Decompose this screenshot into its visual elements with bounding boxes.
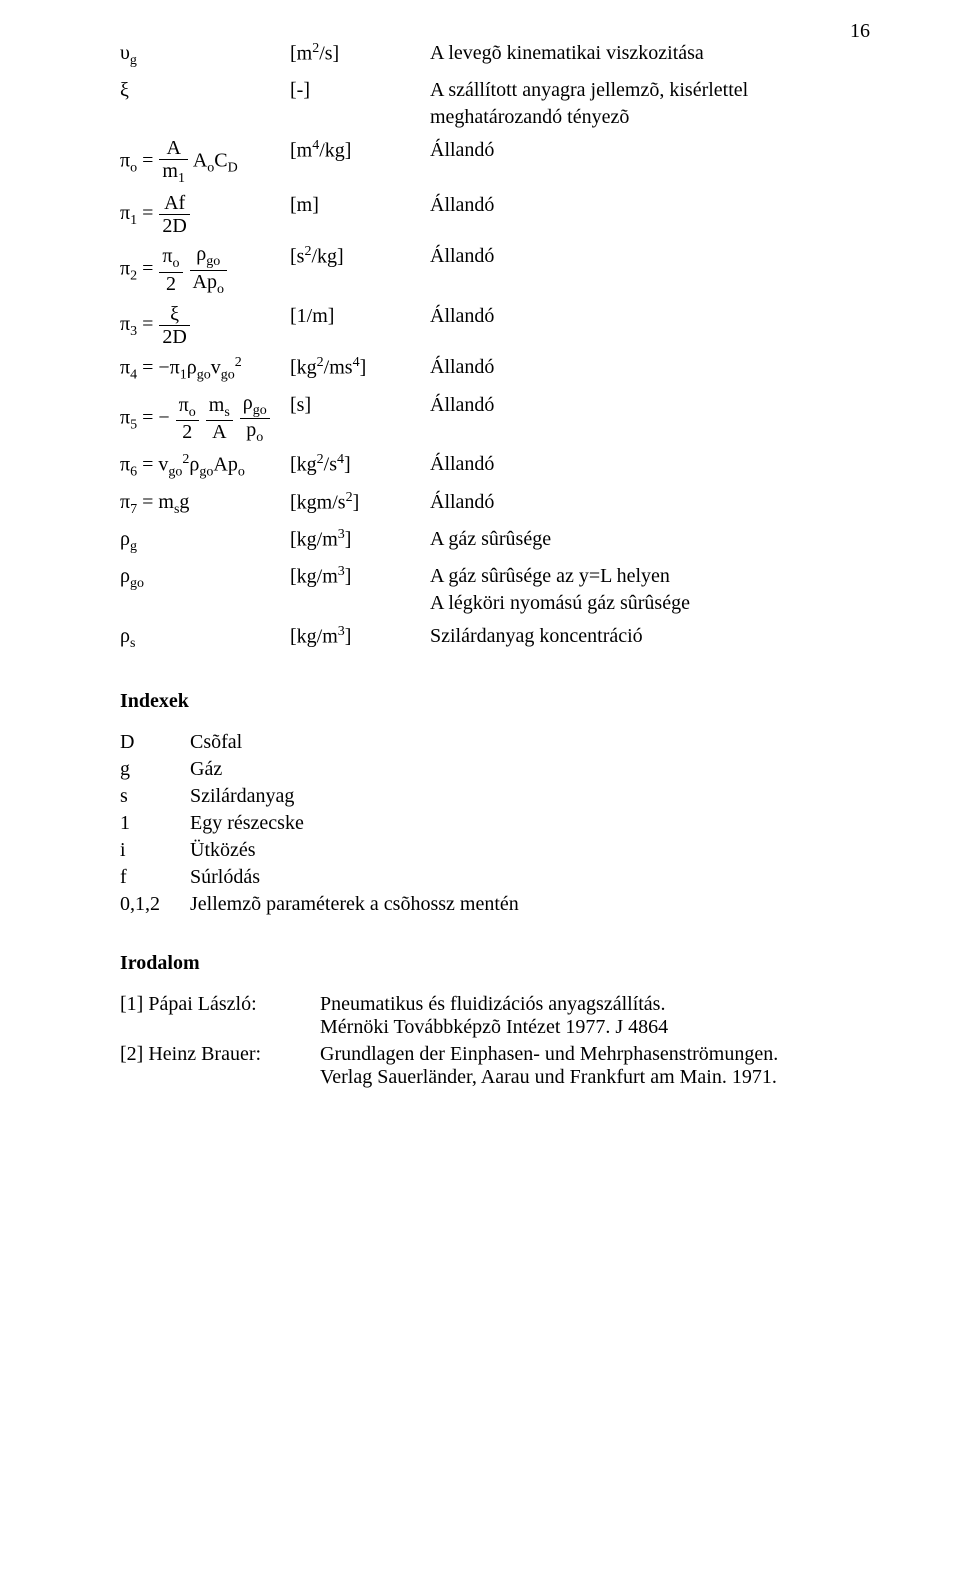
symbol-pi7: π7 = msg <box>120 489 290 520</box>
index-value: Egy részecske <box>190 812 304 835</box>
desc-pi3: Állandó <box>430 303 870 330</box>
reference-key: [1] Pápai László: <box>120 993 320 1039</box>
index-key: 1 <box>120 812 190 835</box>
desc-pi7: Állandó <box>430 489 870 516</box>
unit-pi0: [m4/kg] <box>290 137 430 165</box>
symbol-row-pi5: π5 = − πo2 msA ρgopo [s] Állandó <box>120 392 870 446</box>
index-row: 1 Egy részecske <box>120 812 870 835</box>
indexes-title: Indexek <box>120 690 870 713</box>
index-row: i Ütközés <box>120 839 870 862</box>
unit-rhogo: [kg/m3] <box>290 563 430 591</box>
index-value: Szilárdanyag <box>190 785 294 808</box>
index-row: D Csõfal <box>120 731 870 754</box>
unit-rhog: [kg/m3] <box>290 526 430 554</box>
desc-pi0: Állandó <box>430 137 870 164</box>
symbol-pi0: πo = Am1 AoCD <box>120 137 290 186</box>
unit-xi: [-] <box>290 77 430 104</box>
unit-pi6: [kg2/s4] <box>290 451 430 479</box>
index-key: D <box>120 731 190 754</box>
index-value: Jellemzõ paraméterek a csõhossz mentén <box>190 893 519 916</box>
reference-row: [2] Heinz Brauer: Grundlagen der Einphas… <box>120 1043 870 1089</box>
unit-pi4: [kg2/ms4] <box>290 354 430 382</box>
reference-text: Grundlagen der Einphasen- und Mehrphasen… <box>320 1043 870 1089</box>
bibliography-title: Irodalom <box>120 952 870 975</box>
reference-row: [1] Pápai László: Pneumatikus és fluidiz… <box>120 993 870 1039</box>
symbol-row-ug: υg [m2/s] A levegõ kinematikai viszkozit… <box>120 40 870 71</box>
unit-pi7: [kgm/s2] <box>290 489 430 517</box>
symbol-row-pi1: π1 = Af2D [m] Állandó <box>120 192 870 237</box>
unit-pi2: [s2/kg] <box>290 243 430 271</box>
symbol-row-pi2: π2 = πo2 ρgoApo [s2/kg] Állandó <box>120 243 870 297</box>
desc-pi6: Állandó <box>430 451 870 478</box>
desc-rhogo: A gáz sûrûsége az y=L helyen A légköri n… <box>430 563 870 617</box>
desc-pi4: Állandó <box>430 354 870 381</box>
index-key: 0,1,2 <box>120 893 190 916</box>
index-value: Súrlódás <box>190 866 260 889</box>
index-value: Gáz <box>190 758 222 781</box>
page-number: 16 <box>850 20 870 43</box>
page: 16 υg [m2/s] A levegõ kinematikai viszko… <box>0 0 960 1575</box>
unit-pi5: [s] <box>290 392 430 419</box>
symbol-row-rhogo: ρgo [kg/m3] A gáz sûrûsége az y=L helyen… <box>120 563 870 617</box>
index-row: g Gáz <box>120 758 870 781</box>
index-row: f Súrlódás <box>120 866 870 889</box>
symbol-ug: υg <box>120 40 290 71</box>
index-key: s <box>120 785 190 808</box>
symbol-pi5: π5 = − πo2 msA ρgopo <box>120 392 290 446</box>
desc-pi2: Állandó <box>430 243 870 270</box>
symbol-xi: ξ <box>120 77 290 104</box>
index-value: Ütközés <box>190 839 256 862</box>
symbol-pi2: π2 = πo2 ρgoApo <box>120 243 290 297</box>
symbol-row-pi7: π7 = msg [kgm/s2] Állandó <box>120 489 870 520</box>
index-row: s Szilárdanyag <box>120 785 870 808</box>
symbol-row-pi3: π3 = ξ2D [1/m] Állandó <box>120 303 870 348</box>
symbol-row-rhog: ρg [kg/m3] A gáz sûrûsége <box>120 526 870 557</box>
symbol-row-pi4: π4 = −π1ρgovgo2 [kg2/ms4] Állandó <box>120 354 870 386</box>
symbol-pi6: π6 = vgo2ρgoApo <box>120 451 290 483</box>
symbol-row-xi: ξ [-] A szállított anyagra jellemzõ, kis… <box>120 77 870 131</box>
desc-rhog: A gáz sûrûsége <box>430 526 870 553</box>
desc-ug: A levegõ kinematikai viszkozitása <box>430 40 870 67</box>
index-key: f <box>120 866 190 889</box>
symbol-row-pi0: πo = Am1 AoCD [m4/kg] Állandó <box>120 137 870 186</box>
symbol-pi4: π4 = −π1ρgovgo2 <box>120 354 290 386</box>
unit-ug: [m2/s] <box>290 40 430 68</box>
symbol-rhogo: ρgo <box>120 563 290 594</box>
symbol-row-rhos: ρs [kg/m3] Szilárdanyag koncentráció <box>120 623 870 654</box>
index-row: 0,1,2 Jellemzõ paraméterek a csõhossz me… <box>120 893 870 916</box>
unit-rhos: [kg/m3] <box>290 623 430 651</box>
unit-pi3: [1/m] <box>290 303 430 330</box>
desc-pi5: Állandó <box>430 392 870 419</box>
index-key: g <box>120 758 190 781</box>
symbol-rhos: ρs <box>120 623 290 654</box>
symbol-pi3: π3 = ξ2D <box>120 303 290 348</box>
desc-rhos: Szilárdanyag koncentráció <box>430 623 870 650</box>
index-key: i <box>120 839 190 862</box>
symbol-row-pi6: π6 = vgo2ρgoApo [kg2/s4] Állandó <box>120 451 870 483</box>
desc-xi: A szállított anyagra jellemzõ, kisérlett… <box>430 77 870 131</box>
index-value: Csõfal <box>190 731 242 754</box>
reference-key: [2] Heinz Brauer: <box>120 1043 320 1089</box>
symbol-pi1: π1 = Af2D <box>120 192 290 237</box>
unit-pi1: [m] <box>290 192 430 219</box>
desc-pi1: Állandó <box>430 192 870 219</box>
symbol-rhog: ρg <box>120 526 290 557</box>
reference-text: Pneumatikus és fluidizációs anyagszállít… <box>320 993 870 1039</box>
